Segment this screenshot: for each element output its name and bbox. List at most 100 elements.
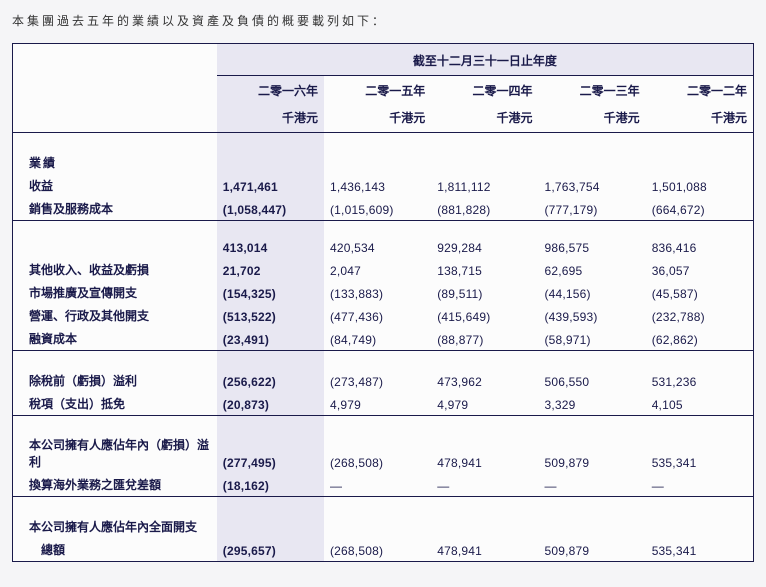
cell: (268,508) (324, 538, 431, 561)
cell: 2,047 (324, 258, 431, 281)
row-comprehensive-2: 總額 (295,657) (268,508) 478,941 509,879 5… (13, 538, 753, 561)
row-fx-diff: 換算海外業務之匯兌差額 (18,162) — — — — (13, 473, 753, 497)
unit-2016: 千港元 (282, 111, 318, 125)
cell: 836,416 (646, 238, 753, 258)
cell: (232,788) (646, 304, 753, 327)
cell: 1,811,112 (431, 174, 538, 197)
cell: 4,979 (324, 392, 431, 416)
header-group-row: 截至十二月三十一日止年度 (13, 44, 753, 76)
header-group-label: 截至十二月三十一日止年度 (413, 54, 557, 68)
label-comp1: 本公司擁有人應佔年內全面開支 (13, 515, 217, 538)
row-marketing: 市場推廣及宣傳開支 (154,325) (133,883) (89,511) (… (13, 281, 753, 304)
cell: (273,487) (324, 369, 431, 392)
cell: (45,587) (646, 281, 753, 304)
cell: 473,962 (431, 369, 538, 392)
row-profit-before-tax: 除稅前（虧損）溢利 (256,622) (273,487) 473,962 50… (13, 369, 753, 392)
cell: (58,971) (538, 327, 645, 351)
cell: (133,883) (324, 281, 431, 304)
cell: 478,941 (431, 538, 538, 561)
cell: (415,649) (431, 304, 538, 327)
cell: 929,284 (431, 238, 538, 258)
cell: (513,522) (217, 304, 324, 327)
label-attrib: 本公司擁有人應佔年內（虧損）溢利 (13, 433, 217, 473)
cell: 62,695 (538, 258, 645, 281)
cell: 1,763,754 (538, 174, 645, 197)
unit-2014: 千港元 (496, 111, 532, 125)
financial-table: 截至十二月三十一日止年度 二零一六年 二零一五年 二零一四年 二零一三年 二零一… (13, 44, 753, 561)
row-finance-cost: 融資成本 (23,491) (84,749) (88,877) (58,971)… (13, 327, 753, 351)
label-comp2: 總額 (13, 538, 217, 561)
cell: 36,057 (646, 258, 753, 281)
label-finance: 融資成本 (13, 327, 217, 351)
cell: 986,575 (538, 238, 645, 258)
row-tax: 稅項（支出）抵免 (20,873) 4,979 4,979 3,329 4,10… (13, 392, 753, 416)
label-tax: 稅項（支出）抵免 (13, 392, 217, 416)
row-comprehensive-1: 本公司擁有人應佔年內全面開支 (13, 515, 753, 538)
year-row: 二零一六年 二零一五年 二零一四年 二零一三年 二零一二年 (13, 76, 753, 104)
cell: (881,828) (431, 197, 538, 221)
cell: (88,877) (431, 327, 538, 351)
row-other-income: 其他收入、收益及虧損 21,702 2,047 138,715 62,695 3… (13, 258, 753, 281)
cell: (777,179) (538, 197, 645, 221)
cell: (23,491) (217, 327, 324, 351)
cell: 535,341 (646, 433, 753, 473)
cell: 420,534 (324, 238, 431, 258)
cell: 509,879 (538, 538, 645, 561)
section-performance-title: 業績 (13, 151, 753, 174)
row-admin: 營運、行政及其他開支 (513,522) (477,436) (415,649)… (13, 304, 753, 327)
label-gross (13, 238, 217, 258)
cell: (62,862) (646, 327, 753, 351)
cell: (1,058,447) (217, 197, 324, 221)
cell: (295,657) (217, 538, 324, 561)
cell: 1,471,461 (217, 174, 324, 197)
cell: 413,014 (217, 238, 324, 258)
unit-2015: 千港元 (389, 111, 425, 125)
financial-table-container: 截至十二月三十一日止年度 二零一六年 二零一五年 二零一四年 二零一三年 二零一… (12, 43, 754, 562)
label-other: 其他收入、收益及虧損 (13, 258, 217, 281)
label-fx: 換算海外業務之匯兌差額 (13, 473, 217, 497)
cell: (84,749) (324, 327, 431, 351)
row-revenue: 收益 1,471,461 1,436,143 1,811,112 1,763,7… (13, 174, 753, 197)
cell: 506,550 (538, 369, 645, 392)
cell: (256,622) (217, 369, 324, 392)
cell: (1,015,609) (324, 197, 431, 221)
unit-2013: 千港元 (604, 111, 640, 125)
unit-2012: 千港元 (711, 111, 747, 125)
cell: 478,941 (431, 433, 538, 473)
col-2014: 二零一四年 (472, 84, 532, 98)
cell: 509,879 (538, 433, 645, 473)
cell: (20,873) (217, 392, 324, 416)
label-pbt: 除稅前（虧損）溢利 (13, 369, 217, 392)
page-intro: 本集團過去五年的業績以及資產及負債的概要載列如下： (12, 12, 754, 29)
label-revenue: 收益 (13, 174, 217, 197)
label-admin: 營運、行政及其他開支 (13, 304, 217, 327)
cell: 531,236 (646, 369, 753, 392)
cell: (154,325) (217, 281, 324, 304)
col-2015: 二零一五年 (365, 84, 425, 98)
cell: 4,105 (646, 392, 753, 416)
cell: (439,593) (538, 304, 645, 327)
row-gross: 413,014 420,534 929,284 986,575 836,416 (13, 238, 753, 258)
col-2013: 二零一三年 (580, 84, 640, 98)
label-cos: 銷售及服務成本 (13, 197, 217, 221)
cell: (89,511) (431, 281, 538, 304)
cell: 138,715 (431, 258, 538, 281)
row-cost-of-sales: 銷售及服務成本 (1,058,447) (1,015,609) (881,828… (13, 197, 753, 221)
cell: 1,501,088 (646, 174, 753, 197)
cell: — (431, 473, 538, 497)
cell: — (324, 473, 431, 497)
row-attributable: 本公司擁有人應佔年內（虧損）溢利 (277,495) (268,508) 478… (13, 433, 753, 473)
label-marketing: 市場推廣及宣傳開支 (13, 281, 217, 304)
cell: — (538, 473, 645, 497)
col-2016: 二零一六年 (258, 84, 318, 98)
cell: 535,341 (646, 538, 753, 561)
cell: (277,495) (217, 433, 324, 473)
cell: (18,162) (217, 473, 324, 497)
cell: (268,508) (324, 433, 431, 473)
unit-row: 千港元 千港元 千港元 千港元 千港元 (13, 103, 753, 133)
cell: (44,156) (538, 281, 645, 304)
col-2012: 二零一二年 (687, 84, 747, 98)
cell: (477,436) (324, 304, 431, 327)
cell: 3,329 (538, 392, 645, 416)
cell: 4,979 (431, 392, 538, 416)
